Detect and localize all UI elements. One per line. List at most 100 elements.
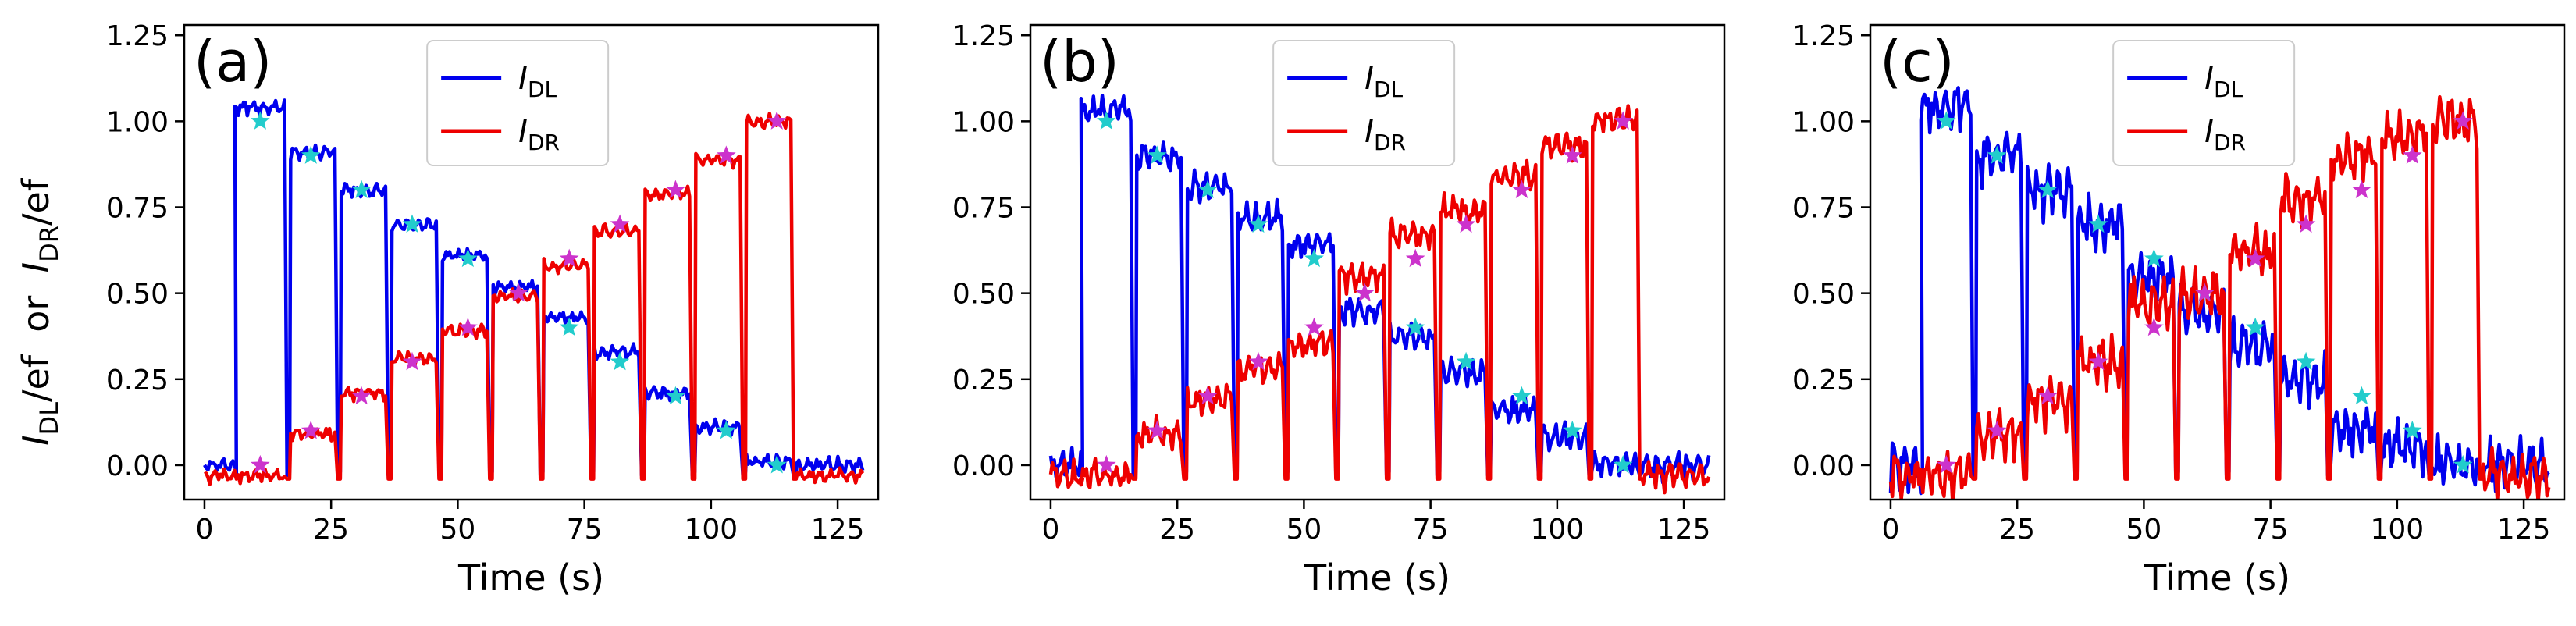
x-tick-label: 25 xyxy=(313,514,349,546)
y-tick-label: 1.25 xyxy=(1792,20,1855,52)
marker-dl-3 xyxy=(2088,214,2108,233)
marker-dr-3 xyxy=(2088,351,2108,371)
x-tick-label: 25 xyxy=(1159,514,1195,546)
marker-dl-4 xyxy=(2144,248,2164,268)
y-tick-label: 0.50 xyxy=(1792,279,1855,311)
y-tick-label: 0.75 xyxy=(106,193,169,225)
marker-dr-2 xyxy=(1197,386,1218,405)
legend: IDL IDR xyxy=(2112,40,2296,166)
marker-dr-7 xyxy=(2296,214,2316,233)
x-axis-label: Time (s) xyxy=(1304,557,1450,599)
marker-dl-7 xyxy=(1456,351,1476,371)
legend-label-dr: IDR xyxy=(518,114,560,155)
marker-dr-10 xyxy=(2453,111,2473,130)
legend-label-dl: IDL xyxy=(1364,61,1403,102)
x-tick-label: 125 xyxy=(811,514,865,546)
y-tick-label: 0.75 xyxy=(952,193,1015,225)
y-tick-label: 0.50 xyxy=(106,279,169,311)
marker-dl-6 xyxy=(2245,317,2265,336)
y-label-i1: I xyxy=(15,435,57,446)
y-axis-label: IDL/ef or IDR/ef xyxy=(15,177,64,446)
y-tick-label: 0.75 xyxy=(1792,193,1855,225)
marker-dl-1 xyxy=(301,145,321,164)
x-tick-label: 125 xyxy=(2497,514,2551,546)
marker-dr-10 xyxy=(767,111,787,130)
marker-dr-9 xyxy=(1563,145,1582,164)
marker-dl-8 xyxy=(2352,386,2371,405)
x-tick-label: 25 xyxy=(1999,514,2035,546)
y-tick-label: 1.00 xyxy=(106,106,169,138)
marker-dl-1 xyxy=(1147,145,1167,164)
marker-dr-5 xyxy=(1354,283,1375,302)
y-tick-label: 0.00 xyxy=(952,450,1015,482)
x-axis-label: Time (s) xyxy=(2144,557,2290,599)
marker-dr-5 xyxy=(508,283,528,302)
marker-dr-8 xyxy=(2352,180,2371,198)
x-tick-label: 0 xyxy=(1882,514,1900,546)
marker-dl-0 xyxy=(1937,111,1956,130)
x-tick-label: 125 xyxy=(1657,514,1711,546)
marker-dl-8 xyxy=(666,386,685,405)
y-tick-label: 0.25 xyxy=(106,365,169,397)
marker-dl-9 xyxy=(2403,420,2422,439)
legend: IDL IDR xyxy=(1272,40,1456,166)
legend-box xyxy=(1272,40,1456,166)
marker-dl-10 xyxy=(2453,454,2473,474)
x-axis-label: Time (s) xyxy=(457,557,604,599)
y-label-tail: /ef xyxy=(15,177,57,226)
marker-dr-3 xyxy=(1248,351,1268,371)
marker-dl-4 xyxy=(458,248,478,268)
marker-dl-7 xyxy=(610,351,630,371)
y-tick-label: 1.00 xyxy=(1792,106,1855,138)
x-tick-label: 50 xyxy=(1286,514,1322,546)
marker-dl-3 xyxy=(402,214,422,233)
legend-box xyxy=(2112,40,2296,166)
axes-frame xyxy=(183,23,880,501)
marker-dl-7 xyxy=(2296,351,2316,371)
y-tick-label: 1.25 xyxy=(952,20,1015,52)
marker-dr-6 xyxy=(2245,248,2265,268)
y-tick-label: 0.25 xyxy=(1792,365,1855,397)
marker-dl-2 xyxy=(1197,180,1218,198)
marker-dr-6 xyxy=(1405,248,1425,268)
marker-dr-7 xyxy=(610,214,630,233)
marker-dl-3 xyxy=(1248,214,1268,233)
x-tick-label: 100 xyxy=(685,514,738,546)
marker-dr-4 xyxy=(458,317,478,336)
y-tick-label: 1.25 xyxy=(106,20,169,52)
x-tick-label: 75 xyxy=(1413,514,1449,546)
marker-dl-2 xyxy=(351,180,372,198)
y-label-sub1: DL xyxy=(34,402,64,436)
legend-label-dl: IDL xyxy=(2204,61,2243,102)
x-tick-label: 100 xyxy=(2371,514,2425,546)
marker-dr-1 xyxy=(301,420,321,439)
y-tick-label: 0.00 xyxy=(106,450,169,482)
y-label-sub2: DR xyxy=(34,226,64,262)
marker-dr-7 xyxy=(1456,214,1476,233)
marker-dl-10 xyxy=(767,454,787,474)
y-tick-label: 1.00 xyxy=(952,106,1015,138)
panels: 0 25 50 75 100 125 0.00 0.25 0.50 0.75 1.00 1.25 Tim… xyxy=(106,20,2566,599)
axes-frame xyxy=(1029,23,1726,501)
axes-frame xyxy=(1869,23,2566,501)
legend-label-dr: IDR xyxy=(2204,114,2246,155)
series-line-dr xyxy=(1048,104,1711,495)
marker-dl-0 xyxy=(251,111,270,130)
panel-label: (a) xyxy=(194,29,272,94)
marker-dr-10 xyxy=(1613,111,1633,130)
marker-dr-1 xyxy=(1147,420,1167,439)
x-tick-label: 75 xyxy=(567,514,603,546)
x-tick-label: 0 xyxy=(1042,514,1060,546)
marker-dl-8 xyxy=(1512,386,1532,405)
marker-dr-2 xyxy=(2037,386,2058,405)
y-label-i2: I xyxy=(15,262,57,273)
marker-dr-2 xyxy=(351,386,372,405)
panel-a: 0 25 50 75 100 125 0.00 0.25 0.50 0.75 1.00 1.25 Tim… xyxy=(106,20,880,599)
marker-dr-8 xyxy=(1512,180,1532,198)
marker-dr-8 xyxy=(666,180,685,198)
marker-dr-5 xyxy=(2194,283,2215,302)
panel-label: (b) xyxy=(1040,29,1119,94)
marker-dl-9 xyxy=(717,420,736,439)
marker-dr-3 xyxy=(402,351,422,371)
